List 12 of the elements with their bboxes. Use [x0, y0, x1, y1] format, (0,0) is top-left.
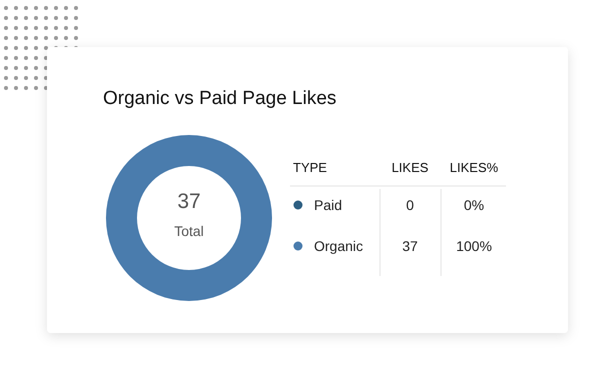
text: LIKES — [392, 160, 429, 175]
text: LIKES% — [450, 160, 499, 175]
text: 37 — [177, 190, 201, 213]
data-label: 37 — [402, 238, 418, 254]
legend-title: TYPE — [293, 160, 328, 175]
legend-label: Organic — [314, 238, 364, 254]
chart-title: Organic vs Paid Page Likes — [103, 88, 336, 109]
legend-label: Paid — [314, 197, 342, 213]
text: 0% — [464, 197, 484, 213]
text: Total — [174, 223, 204, 239]
text: 0 — [406, 197, 414, 213]
text: 100% — [456, 238, 492, 254]
